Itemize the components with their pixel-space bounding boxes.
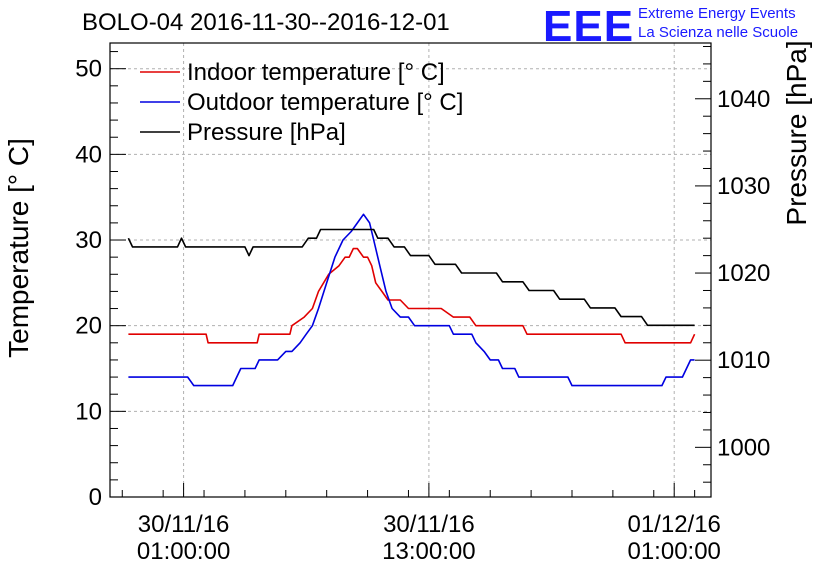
y-tick-label: 10 bbox=[75, 398, 102, 425]
y-tick-label: 50 bbox=[75, 56, 102, 83]
legend-indoor-label: Indoor temperature [° C] bbox=[187, 59, 445, 86]
y2-tick-label: 1030 bbox=[717, 173, 770, 200]
y2-tick-label: 1040 bbox=[717, 86, 770, 113]
x-tick-label-date: 30/11/16 bbox=[383, 511, 475, 538]
y-tick-label: 30 bbox=[75, 227, 102, 254]
legend: Indoor temperature [° C] Outdoor temperat… bbox=[140, 59, 463, 146]
x-tick-label-time: 01:00:00 bbox=[137, 538, 230, 565]
logo-line-1: Extreme Energy Events bbox=[638, 5, 796, 22]
y2-tick-label: 1020 bbox=[717, 260, 770, 287]
y-tick-label: 20 bbox=[75, 313, 102, 340]
y-tick-label: 40 bbox=[75, 141, 102, 168]
y2-tick-label: 1000 bbox=[717, 434, 770, 461]
legend-pressure-label: Pressure [hPa] bbox=[187, 119, 346, 146]
outdoor-temperature-line bbox=[128, 213, 695, 387]
grid bbox=[110, 43, 711, 497]
pressure-line bbox=[127, 228, 695, 327]
x-tick-label-date: 30/11/16 bbox=[138, 511, 230, 538]
y2-tick-label: 1010 bbox=[717, 347, 770, 374]
eee-logo-text: Extreme Energy Events La Scienza nelle S… bbox=[638, 4, 798, 42]
axes: 010203040501000101010201030104030/11/160… bbox=[3, 40, 812, 565]
y-tick-label: 0 bbox=[89, 484, 102, 511]
y2-axis-label: Pressure [hPa] bbox=[781, 40, 812, 225]
plot-frame bbox=[109, 42, 712, 498]
y-axis-label: Temperature [° C] bbox=[3, 138, 34, 358]
x-tick-label-time: 13:00:00 bbox=[382, 538, 475, 565]
x-tick-label-date: 01/12/16 bbox=[627, 511, 720, 538]
logo-line-2: La Scienza nelle Scuole bbox=[638, 24, 799, 41]
series-lines bbox=[127, 213, 696, 387]
indoor-temperature-line bbox=[128, 247, 696, 344]
chart-title: BOLO-04 2016-11-30--2016-12-01 bbox=[82, 9, 450, 36]
legend-outdoor-label: Outdoor temperature [° C] bbox=[187, 89, 463, 116]
x-tick-label-time: 01:00:00 bbox=[627, 538, 720, 565]
